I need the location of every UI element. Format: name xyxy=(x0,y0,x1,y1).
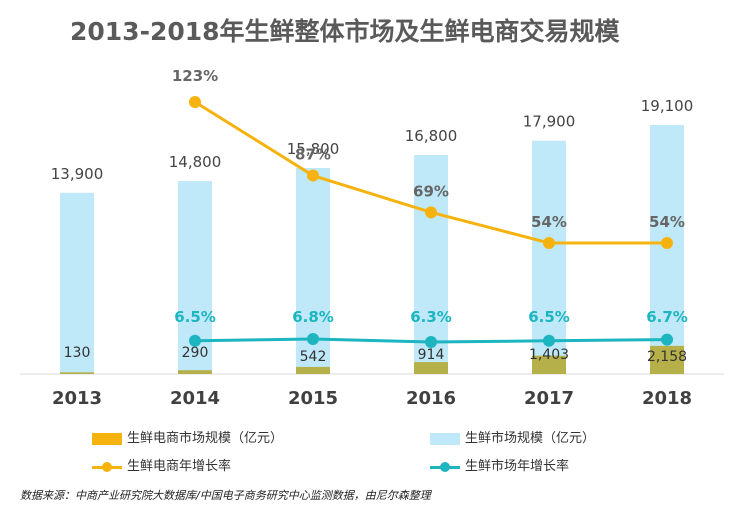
ecommerce-growth-point xyxy=(189,96,201,108)
ecommerce-value-label: 2,158 xyxy=(647,349,687,365)
ecommerce-bar xyxy=(178,370,212,374)
legend-market-bar: 生鲜市场规模（亿元） xyxy=(430,427,595,446)
legend-swatch-ecommerce-bar xyxy=(92,432,122,445)
market-value-label: 13,900 xyxy=(51,165,104,183)
market-growth-label: 6.8% xyxy=(292,308,334,326)
chart-title: 2013-2018年生鲜整体市场及生鲜电商交易规模 xyxy=(70,17,620,46)
market-bar xyxy=(60,192,94,374)
market-growth-point xyxy=(307,333,319,345)
ecommerce-value-label: 130 xyxy=(64,345,91,361)
ecommerce-growth-point xyxy=(307,169,319,182)
ecommerce-growth-label: 123% xyxy=(172,67,218,85)
legend-label: 生鲜市场规模（亿元） xyxy=(465,431,596,446)
legend-label: 生鲜电商市场规模（亿元） xyxy=(127,431,284,446)
market-growth-point xyxy=(189,334,201,347)
ecommerce-bar xyxy=(650,345,684,374)
legend-swatch-ecommerce-growth xyxy=(92,461,122,473)
legend-swatch-market-bar xyxy=(430,432,460,445)
ecommerce-growth-label: 87% xyxy=(295,146,331,164)
ecommerce-growth-point xyxy=(425,206,437,219)
ecommerce-bar xyxy=(532,355,566,374)
ecommerce-value-label: 914 xyxy=(418,347,445,363)
source-note: 数据来源：中商产业研究院大数据库/中国电子商务研究中心监测数据，由尼尔森整理 xyxy=(20,489,431,502)
market-growth-label: 6.7% xyxy=(646,308,688,326)
market-bar xyxy=(650,125,684,374)
ecommerce-growth-label: 69% xyxy=(413,182,449,200)
market-value-label: 19,100 xyxy=(641,97,694,115)
ecommerce-growth-label: 54% xyxy=(531,213,567,231)
market-growth-label: 6.5% xyxy=(174,308,216,326)
x-tick-label: 2018 xyxy=(642,388,692,409)
market-value-label: 14,800 xyxy=(169,153,222,171)
market-growth-point xyxy=(425,336,437,348)
ecommerce-growth-point xyxy=(543,237,555,249)
ecommerce-bar xyxy=(296,366,330,374)
legend-ecommerce-growth: 生鲜电商年增长率 xyxy=(92,455,231,474)
legend-swatch-market-growth xyxy=(430,461,460,473)
x-tick-label: 2015 xyxy=(288,388,338,409)
market-growth-label: 6.5% xyxy=(528,308,570,326)
legend-market-growth: 生鲜市场年增长率 xyxy=(430,455,569,474)
market-growth-label: 6.3% xyxy=(410,308,452,326)
market-growth-point xyxy=(543,334,555,347)
ecommerce-bar xyxy=(414,362,448,374)
legend-label: 生鲜电商年增长率 xyxy=(127,459,232,474)
ecommerce-bar xyxy=(60,372,94,374)
market-value-label: 17,900 xyxy=(523,113,576,131)
ecommerce-growth-label: 54% xyxy=(649,213,685,231)
market-value-label: 16,800 xyxy=(405,127,458,145)
market-growth-point xyxy=(661,333,673,346)
x-tick-label: 2017 xyxy=(524,388,574,409)
x-tick-label: 2013 xyxy=(52,388,102,409)
ecommerce-value-label: 1,403 xyxy=(529,347,569,363)
legend-ecommerce-bar: 生鲜电商市场规模（亿元） xyxy=(92,427,283,446)
legend-label: 生鲜市场年增长率 xyxy=(465,459,570,474)
ecommerce-value-label: 542 xyxy=(300,349,327,365)
ecommerce-growth-point xyxy=(661,237,673,249)
ecommerce-value-label: 290 xyxy=(182,345,209,361)
x-tick-label: 2016 xyxy=(406,388,456,409)
x-tick-label: 2014 xyxy=(170,388,220,409)
market-value-label: 15,800 xyxy=(287,140,340,158)
